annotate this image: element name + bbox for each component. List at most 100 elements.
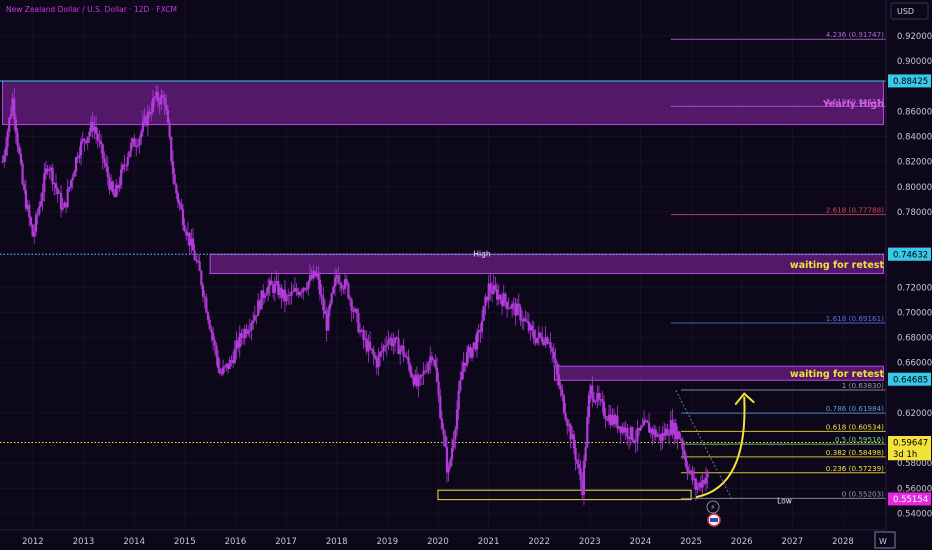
candle-body — [86, 136, 89, 143]
candle-body — [617, 426, 621, 429]
candle-body — [641, 425, 644, 427]
candle-body — [659, 434, 662, 442]
candle-body — [96, 133, 99, 141]
candle-body — [434, 359, 437, 368]
candle-body — [101, 144, 104, 159]
candle-body — [6, 131, 9, 148]
candle-body — [693, 478, 696, 481]
candle-body — [350, 299, 353, 312]
candle-body — [267, 286, 270, 294]
candle-body — [201, 285, 205, 297]
candle-body — [566, 419, 569, 426]
candle-body — [380, 351, 383, 353]
candle-body — [546, 337, 549, 344]
candle-body — [193, 250, 196, 261]
candle-body — [372, 349, 375, 356]
candle-body — [541, 336, 544, 343]
candle-body — [252, 320, 255, 324]
candle-body — [115, 185, 118, 198]
candle-body — [420, 374, 423, 376]
candle-body — [475, 332, 479, 350]
candle-body — [297, 291, 300, 296]
currency-button[interactable] — [890, 2, 929, 20]
horizontal-lines-layer — [0, 80, 886, 444]
candle-body — [694, 478, 697, 490]
candle-body — [248, 329, 251, 332]
candle-body — [357, 313, 360, 333]
candle-body — [93, 126, 96, 132]
candle-body — [343, 279, 347, 289]
candle-body — [84, 141, 88, 143]
candle-body — [233, 348, 236, 364]
candle-body — [619, 426, 622, 433]
candle-body — [419, 375, 422, 379]
candle-body — [352, 311, 355, 313]
candle-body — [467, 346, 470, 353]
alert-icon[interactable] — [706, 500, 720, 514]
candle-body — [138, 138, 141, 146]
candle-body — [602, 401, 606, 416]
x-tick-label: 2012 — [22, 537, 44, 547]
candle-body — [49, 167, 53, 170]
candle-body — [531, 325, 534, 331]
candle-body — [4, 147, 7, 156]
candle-body — [429, 356, 432, 364]
candle-body — [11, 98, 14, 114]
candle-body — [492, 285, 495, 294]
candle-body — [616, 415, 619, 429]
candle-body — [611, 414, 614, 425]
candle-body — [686, 466, 689, 473]
candle-body — [586, 417, 589, 448]
candle-body — [166, 109, 170, 123]
candle-body — [384, 346, 387, 348]
timeframe-corner-button[interactable] — [874, 531, 896, 549]
candle-body — [89, 122, 93, 132]
currency-label: USD — [897, 7, 914, 16]
candle-body — [347, 283, 350, 299]
candle-body — [226, 363, 230, 369]
candle-body — [280, 287, 283, 299]
candle-body — [43, 173, 46, 193]
candle-body — [402, 345, 405, 356]
candle-body — [358, 329, 362, 333]
candle-body — [340, 284, 343, 289]
candle-body — [404, 355, 407, 357]
candle-body — [512, 303, 515, 305]
fib-label: 0.618 (0.60534) — [826, 422, 884, 431]
candle-body — [247, 331, 250, 334]
candle-body — [554, 358, 557, 364]
candle-body — [100, 141, 103, 145]
candle-body — [612, 414, 616, 425]
candle-body — [405, 356, 408, 358]
price-tag — [888, 74, 931, 88]
annotation-label: High — [473, 249, 490, 258]
candle-body — [454, 429, 457, 440]
candle-body — [165, 104, 168, 110]
candle-body — [367, 341, 370, 352]
candle-body — [19, 153, 23, 164]
candle-body — [562, 395, 566, 413]
candle-body — [317, 273, 320, 280]
candle-body — [698, 482, 701, 487]
candle-body — [277, 280, 280, 296]
x-tick-label: 2013 — [73, 537, 95, 547]
candle-body — [230, 360, 233, 362]
candle-body — [455, 409, 459, 430]
candle-body — [537, 332, 540, 338]
candle-body — [651, 428, 654, 435]
fib-label: 1.618 (0.69161) — [826, 314, 884, 323]
candle-body — [240, 333, 243, 338]
candle-body — [218, 368, 221, 374]
time-axis-panel[interactable] — [0, 530, 886, 550]
candle-body — [400, 345, 403, 349]
candle-body — [577, 463, 581, 468]
candle-body — [66, 188, 69, 207]
candle-body — [195, 260, 198, 262]
candle-body — [646, 420, 649, 423]
candle-body — [245, 329, 248, 334]
candle-body — [671, 420, 674, 435]
candle-body — [701, 480, 704, 488]
candle-body — [220, 373, 223, 375]
candle-body — [223, 366, 226, 368]
